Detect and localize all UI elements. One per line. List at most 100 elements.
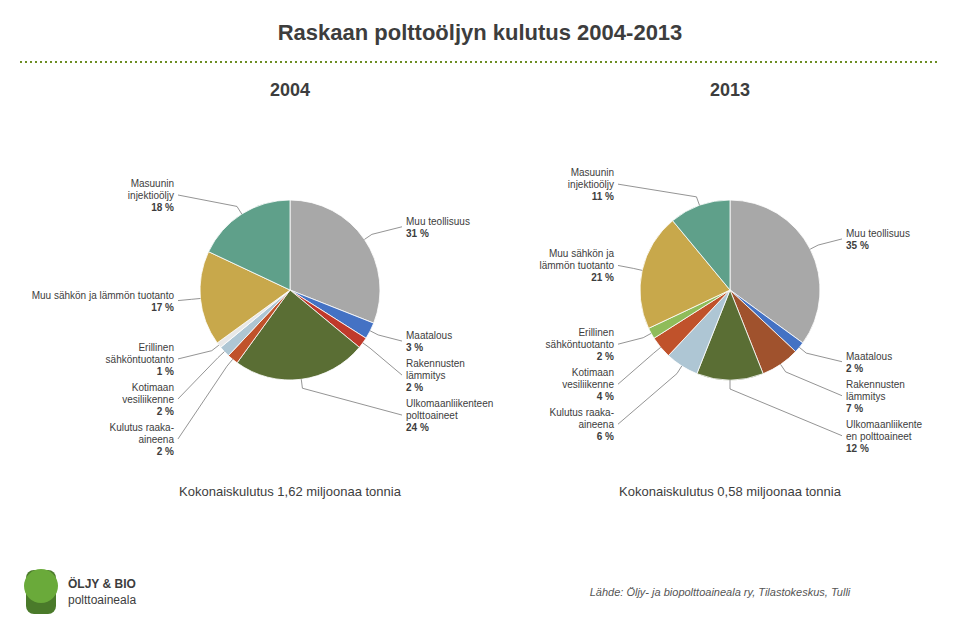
label-line: Ulkomaanliikenteen [406,398,493,409]
leader-line [363,343,402,375]
category-label: Kulutus raaka-aineena [550,407,615,430]
leader-line [618,333,651,344]
category-label: Rakennustenlämmitys [406,358,465,381]
leader-line [370,331,402,341]
data-label: 2 % [406,382,423,393]
logo-text: ÖLJY & BIO [68,576,136,591]
leader-line [618,366,682,424]
label-line: injektioöljy [128,190,174,201]
leader-line [799,347,842,361]
label-line: Maatalous [846,351,892,362]
category-label: Kotimaanvesiliikenne [562,367,614,390]
label-line: Muu sähkön ja lämmön tuotanto [32,290,175,301]
leader-line [730,380,842,436]
category-label: Masuunininjektioöljy [568,167,614,190]
data-label: 7 % [846,403,863,414]
category-label: Erillinensähköntuotanto [546,327,615,350]
label-line: Erillinen [578,327,614,338]
label-line: Masuunin [131,178,174,189]
category-label: Ulkomaanliikenteen polttoaineet [846,419,923,442]
logo: ÖLJY & BIO polttoaineala [24,569,136,614]
data-label: 2 % [846,363,863,374]
category-label: Muu sähkön jalämmön tuotanto [540,248,615,271]
category-label: Rakennustenlämmitys [846,379,905,402]
label-line: Kulutus raaka- [550,407,614,418]
pie-slice [209,200,290,290]
leader-line [781,364,842,395]
data-label: 4 % [597,391,614,402]
pie-chart: 2004 Muu teollisuus31 % Maatalous3 % Rakenn… [32,80,494,499]
data-label: 1 % [157,366,174,377]
separator [20,61,940,63]
leader-line [178,345,219,359]
label-line: Rakennusten [846,379,905,390]
subtitle: Kokonaiskulutus 1,62 miljoonaa tonnia [179,484,402,499]
logo-text: polttoaineala [68,593,136,607]
category-label: Erillinensähköntuotanto [106,342,175,365]
data-label: 35 % [846,240,869,251]
data-label: 21 % [591,272,614,283]
data-label: 2 % [157,446,174,457]
label-line: aineena [578,419,614,430]
leader-line [364,227,402,240]
label-line: sähköntuotanto [546,339,615,350]
title: Raskaan polttoöljyn kulutus 2004-2013 [278,20,683,45]
pie-chart: 2013Muu teollisuus35 %Maatalous2 %Rakenn… [540,80,923,499]
label-line: lämmitys [846,391,885,402]
label-line: Kotimaan [572,367,614,378]
leader-line [178,298,200,300]
data-label: 24 % [406,422,429,433]
leader-line [178,352,224,399]
label-line: lämmön tuotanto [540,260,615,271]
category-label: Ulkomaanliikenteenpolttoaineet [406,398,493,421]
label-line: Kulutus raaka- [110,422,174,433]
label-line: Muu sähkön ja [549,248,614,259]
label-line: injektioöljy [568,179,614,190]
label-line: aineena [138,434,174,445]
chart-title: 2004 [270,80,310,100]
category-label: Muu sähkön ja lämmön tuotanto [32,290,175,301]
label-line: vesiliikenne [562,379,614,390]
leader-line [301,379,402,415]
category-label: Maatalous [846,351,892,362]
leader-line [618,347,661,384]
label-line: Kotimaan [132,382,174,393]
data-label: 31 % [406,228,429,239]
leader-line [178,195,242,214]
label-line: en polttoaineet [846,431,912,442]
category-label: Kulutus raaka-aineena [110,422,175,445]
category-label: Kotimaanvesiliikenne [122,382,174,405]
leader-line [618,184,700,205]
source: Lähde: Öljy- ja biopolttoaineala ry, Til… [590,586,851,598]
label-line: polttoaineet [406,410,458,421]
label-line: Masuunin [571,167,614,178]
chart-title: 2013 [710,80,750,100]
label-line: Muu teollisuus [846,228,910,239]
pie-slice [673,200,730,290]
label-line: lämmitys [406,370,445,381]
data-label: 11 % [592,191,614,202]
leader-line [810,239,842,249]
logo-shape [24,569,58,603]
label-line: Rakennusten [406,358,465,369]
subtitle: Kokonaiskulutus 0,58 miljoonaa tonnia [619,484,842,499]
label-line: Maatalous [406,330,452,341]
chart-root: Raskaan polttoöljyn kulutus 2004-2013 200… [0,0,960,638]
leader-line [618,265,642,270]
data-label: 2 % [597,351,614,362]
label-line: Erillinen [138,342,174,353]
category-label: Maatalous [406,330,452,341]
category-label: Muu teollisuus [846,228,910,239]
category-label: Masuunininjektioöljy [128,178,174,201]
data-label: 18 % [151,202,174,213]
category-label: Muu teollisuus [406,216,470,227]
data-label: 3 % [406,342,423,353]
data-label: 2 % [157,406,174,417]
data-label: 17 % [151,302,174,313]
label-line: sähköntuotanto [106,354,175,365]
data-label: 6 % [597,431,614,442]
label-line: Ulkomaanliikente [846,419,923,430]
label-line: Muu teollisuus [406,216,470,227]
data-label: 12 % [846,443,869,454]
leader-line [178,359,233,439]
